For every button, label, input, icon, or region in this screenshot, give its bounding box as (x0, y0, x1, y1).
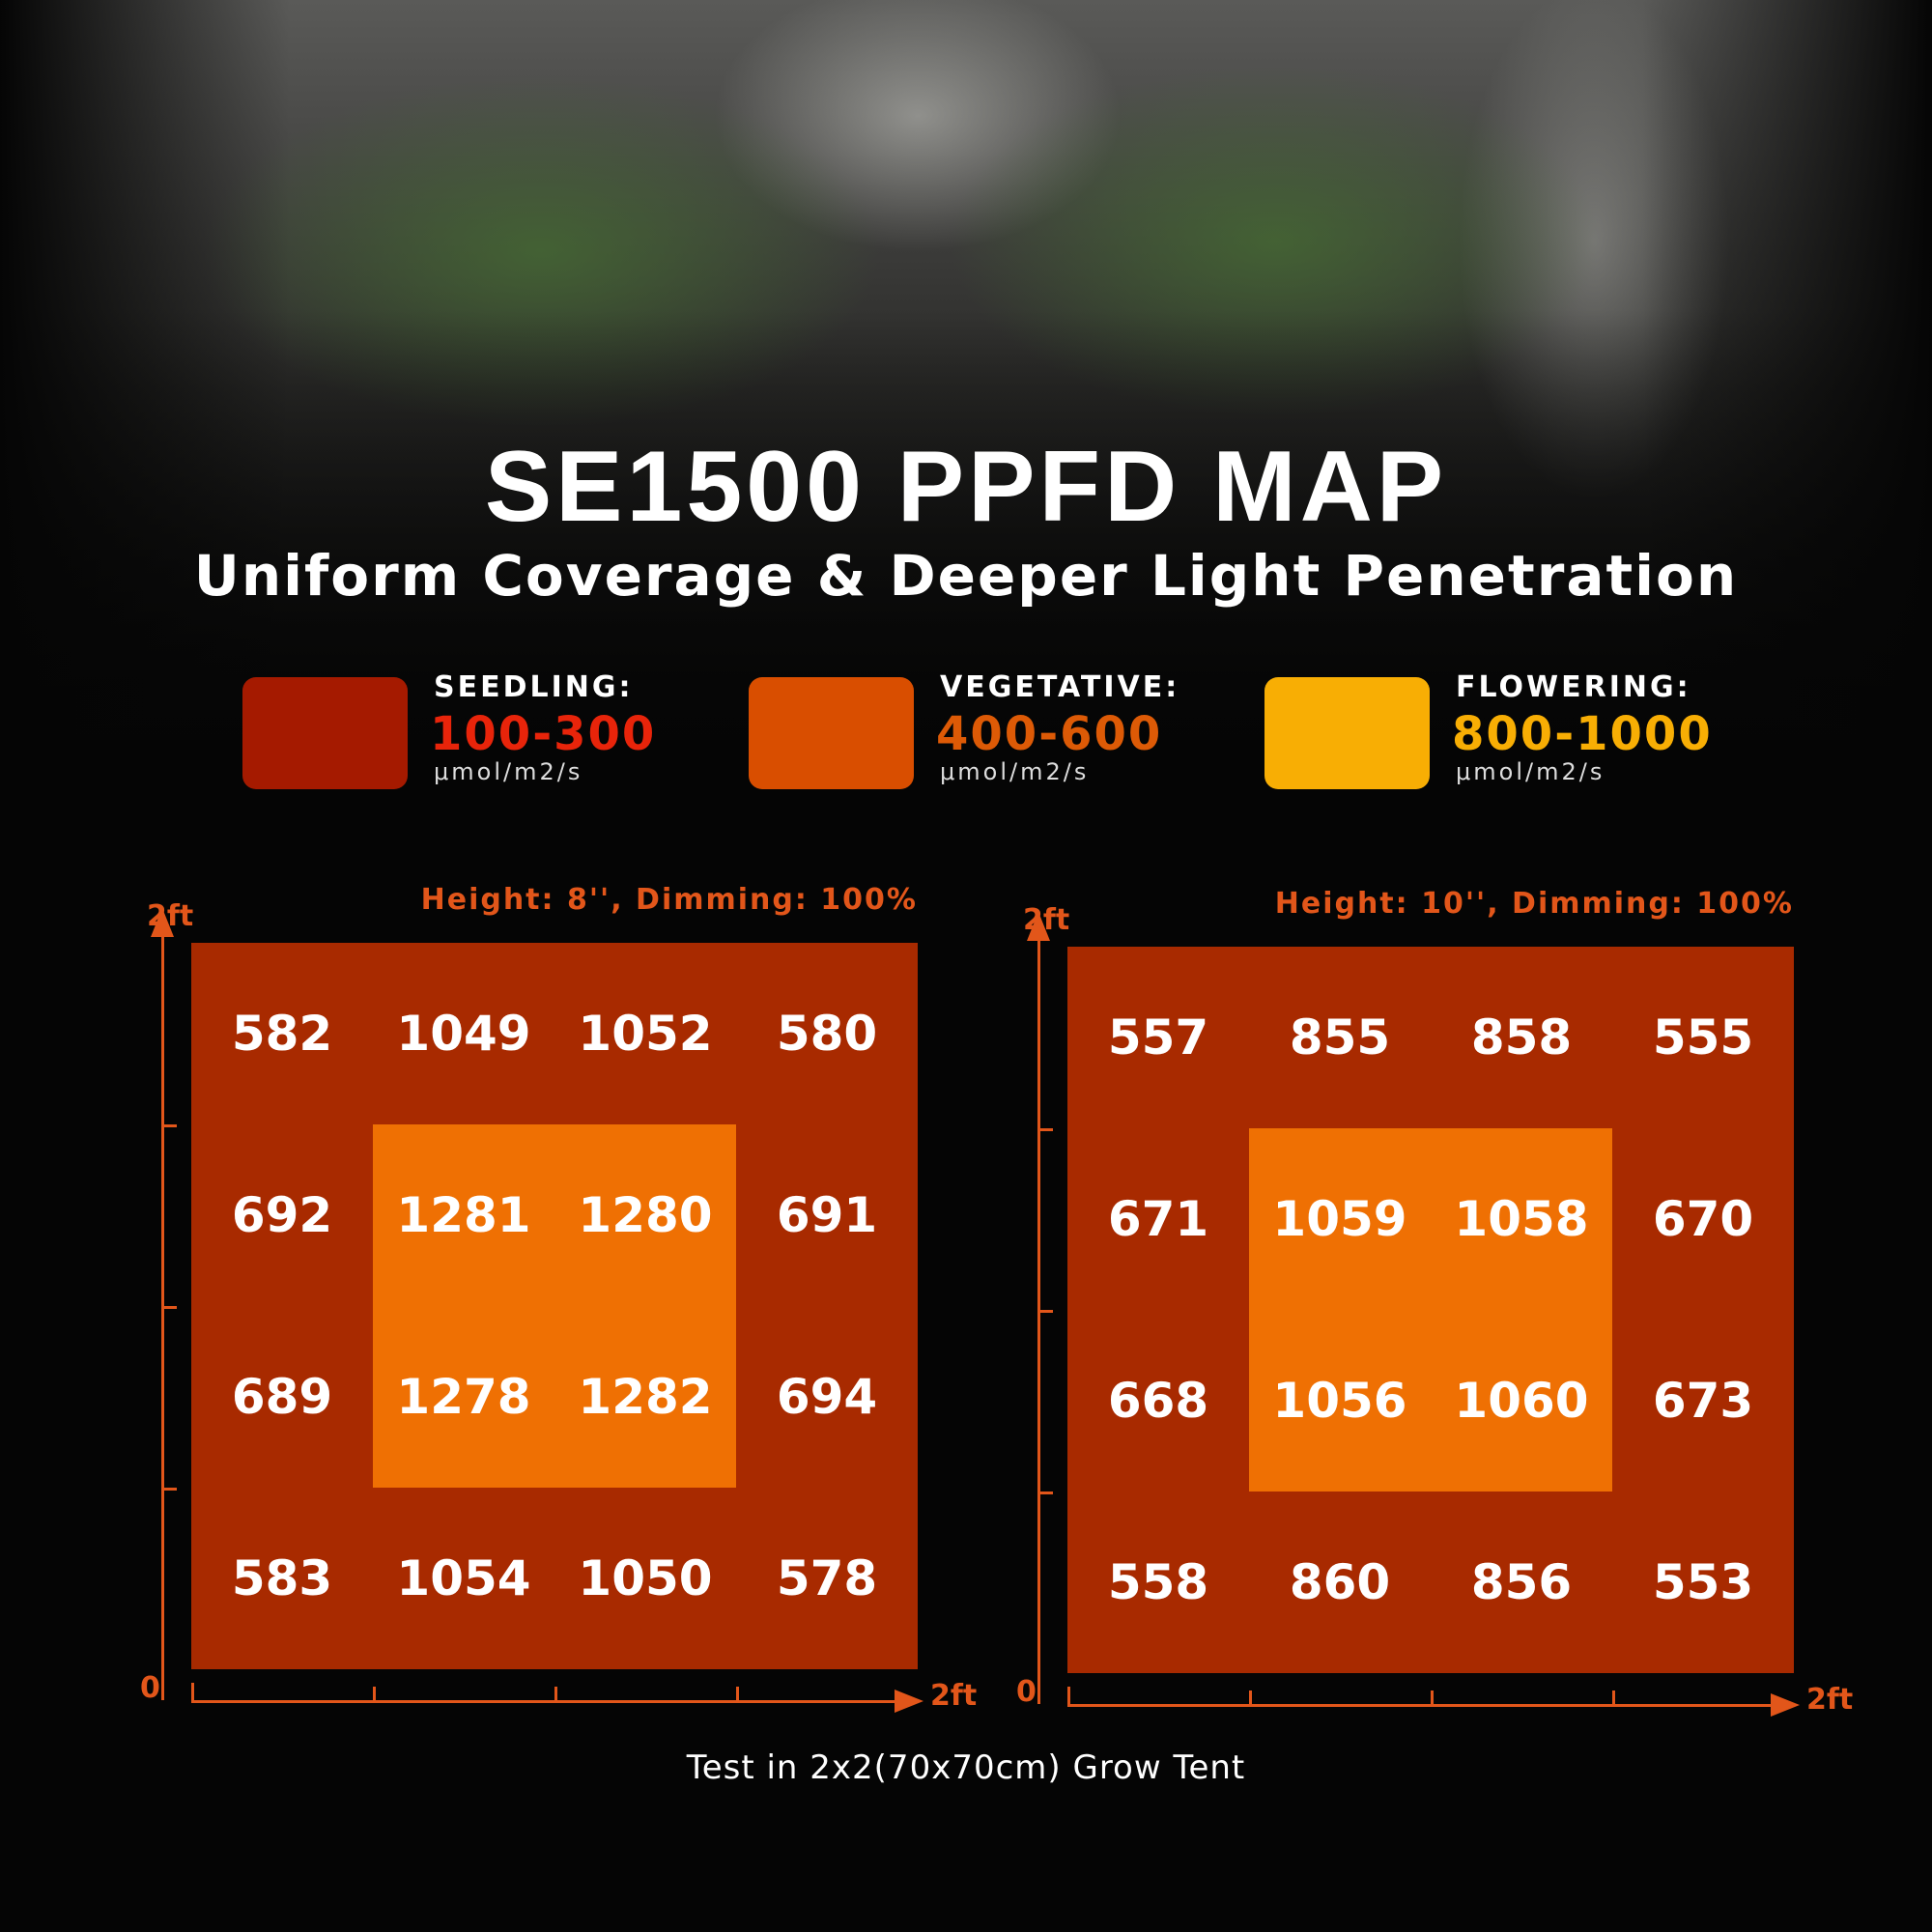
ppfd-value-cell: 692 (231, 1187, 333, 1243)
ppfd-value-cell: 694 (776, 1369, 878, 1425)
x-axis-tick (1249, 1690, 1252, 1704)
page-title: SE1500 PPFD MAP (484, 431, 1448, 543)
ppfd-value-cell: 1054 (396, 1550, 531, 1606)
page-subtitle: Uniform Coverage & Deeper Light Penetrat… (193, 543, 1739, 609)
x-axis-tick (736, 1687, 739, 1700)
y-axis-max-label: 2ft (1023, 903, 1070, 937)
y-axis-tick (161, 1124, 177, 1127)
ppfd-value-cell: 582 (231, 1006, 333, 1062)
legend-range: 800-1000 (1452, 707, 1713, 761)
y-axis-tick (1037, 1492, 1053, 1494)
y-axis-tick (1037, 1310, 1053, 1313)
high-intensity-zone (373, 1124, 736, 1488)
chart-condition-label: Height: 8'', Dimming: 100% (420, 883, 918, 917)
legend-name: SEEDLING: (434, 670, 634, 704)
y-axis-arrow-icon (1027, 912, 1050, 941)
x-axis-start-tick (191, 1683, 194, 1702)
chart-condition-label: Height: 10'', Dimming: 100% (1274, 887, 1794, 921)
ppfd-value-cell: 858 (1470, 1009, 1573, 1065)
y-axis-tick (161, 1306, 177, 1309)
ppfd-value-cell: 691 (776, 1187, 878, 1243)
background-photo-plants (0, 0, 1932, 773)
ppfd-value-cell: 689 (231, 1369, 333, 1425)
legend-range: 100-300 (430, 707, 657, 761)
y-axis-arrow-icon (151, 908, 174, 937)
ppfd-value-cell: 1049 (396, 1006, 531, 1062)
ppfd-value-cell: 558 (1107, 1554, 1209, 1610)
y-axis-tick (1037, 1128, 1053, 1131)
x-axis-tick (1431, 1690, 1434, 1704)
ppfd-value-cell: 856 (1470, 1554, 1573, 1610)
x-axis-max-label: 2ft (1806, 1683, 1854, 1717)
ppfd-value-cell: 670 (1652, 1191, 1754, 1247)
ppfd-value-cell: 580 (776, 1006, 878, 1062)
ppfd-value-cell: 555 (1652, 1009, 1754, 1065)
legend-name: VEGETATIVE: (940, 670, 1180, 704)
ppfd-value-cell: 860 (1289, 1554, 1391, 1610)
ppfd-value-cell: 553 (1652, 1554, 1754, 1610)
axis-origin-label: 0 (1016, 1675, 1037, 1709)
ppfd-heatmap-1: 557 855 858 555 671 1059 1058 670 668 1056 1060 673… (1067, 947, 1794, 1673)
x-axis-arrow-icon (1771, 1693, 1800, 1717)
x-axis-start-tick (1067, 1687, 1070, 1706)
legend-swatch-1 (749, 677, 914, 789)
legend-swatch-0 (242, 677, 408, 789)
legend-name: FLOWERING: (1456, 670, 1691, 704)
y-axis-tick (161, 1488, 177, 1491)
ppfd-value-cell: 1056 (1272, 1373, 1407, 1429)
y-axis-line (161, 935, 164, 1700)
x-axis-max-label: 2ft (930, 1679, 978, 1713)
ppfd-value-cell: 1278 (396, 1369, 531, 1425)
ppfd-value-cell: 855 (1289, 1009, 1391, 1065)
y-axis-line (1037, 939, 1040, 1704)
axis-origin-label: 0 (140, 1671, 160, 1705)
ppfd-value-cell: 1280 (578, 1187, 713, 1243)
x-axis-line (1067, 1704, 1794, 1707)
ppfd-value-cell: 1059 (1272, 1191, 1407, 1247)
ppfd-value-cell: 1282 (578, 1369, 713, 1425)
legend-unit: μmol/m2/s (434, 758, 583, 785)
ppfd-value-cell: 1060 (1454, 1373, 1589, 1429)
ppfd-value-cell: 673 (1652, 1373, 1754, 1429)
high-intensity-zone (1249, 1128, 1612, 1492)
x-axis-arrow-icon (895, 1690, 923, 1713)
ppfd-value-cell: 1052 (578, 1006, 713, 1062)
legend-unit: μmol/m2/s (940, 758, 1090, 785)
ppfd-value-cell: 557 (1107, 1009, 1209, 1065)
ppfd-value-cell: 1058 (1454, 1191, 1589, 1247)
ppfd-value-cell: 1281 (396, 1187, 531, 1243)
ppfd-value-cell: 1050 (578, 1550, 713, 1606)
x-axis-line (191, 1700, 918, 1703)
ppfd-value-cell: 583 (231, 1550, 333, 1606)
ppfd-value-cell: 578 (776, 1550, 878, 1606)
ppfd-value-cell: 668 (1107, 1373, 1209, 1429)
x-axis-tick (1612, 1690, 1615, 1704)
ppfd-value-cell: 671 (1107, 1191, 1209, 1247)
x-axis-tick (373, 1687, 376, 1700)
legend-swatch-2 (1264, 677, 1430, 789)
legend-range: 400-600 (936, 707, 1163, 761)
ppfd-heatmap-0: 582 1049 1052 580 692 1281 1280 691 689 1278 1282 6… (191, 943, 918, 1669)
y-axis-max-label: 2ft (147, 899, 194, 933)
legend-unit: μmol/m2/s (1456, 758, 1605, 785)
x-axis-tick (554, 1687, 557, 1700)
footer-note: Test in 2x2(70x70cm) Grow Tent (686, 1748, 1246, 1787)
